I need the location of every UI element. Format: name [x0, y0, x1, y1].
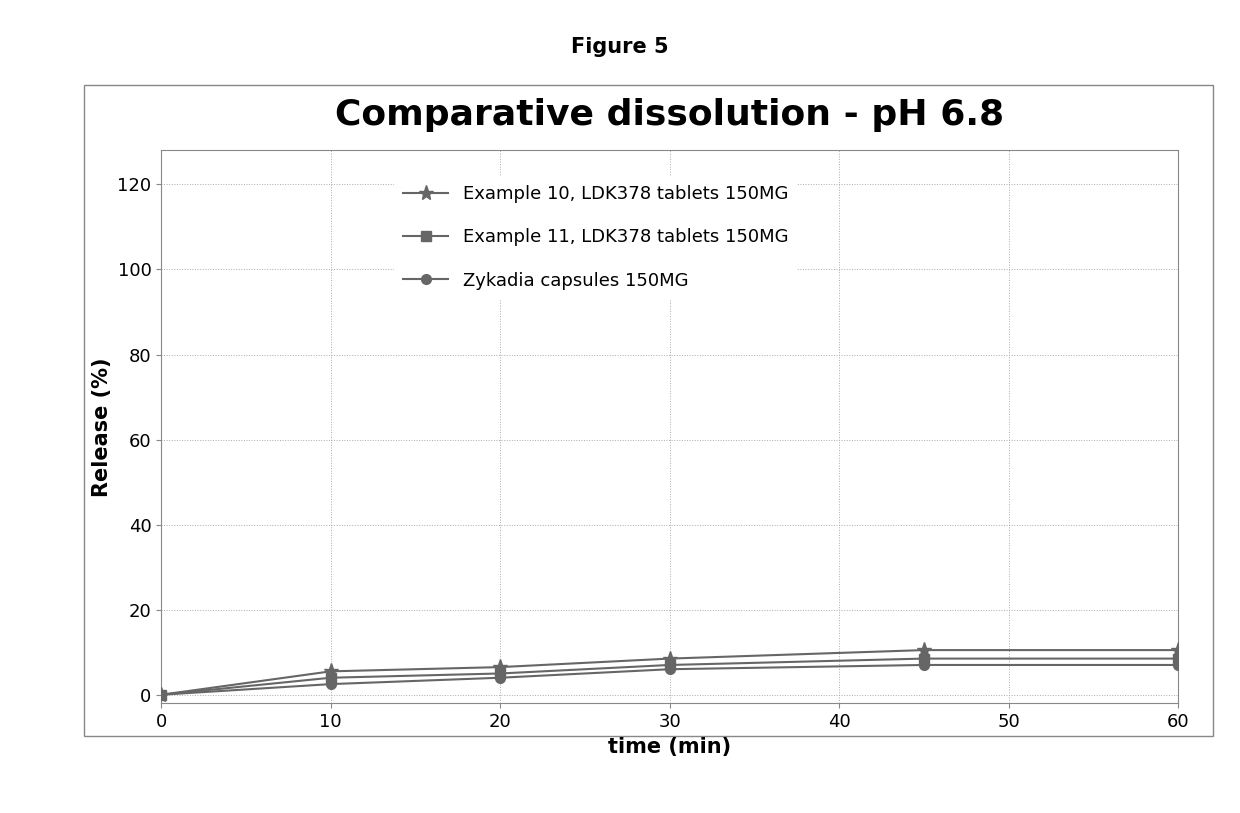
Example 10, LDK378 tablets 150MG [324, 667, 339, 676]
Example 10, LDK378 tablets 150MG [154, 690, 169, 700]
Example 11, LDK378 tablets 150MG [916, 654, 931, 663]
Example 11, LDK378 tablets 150MG [662, 660, 677, 670]
Line: Example 10, LDK378 tablets 150MG: Example 10, LDK378 tablets 150MG [154, 642, 1185, 702]
Example 11, LDK378 tablets 150MG [154, 690, 169, 700]
Line: Zykadia capsules 150MG: Zykadia capsules 150MG [156, 660, 1183, 700]
Legend: Example 10, LDK378 tablets 150MG, Example 11, LDK378 tablets 150MG, Zykadia caps: Example 10, LDK378 tablets 150MG, Exampl… [394, 176, 797, 298]
X-axis label: time (min): time (min) [608, 737, 732, 757]
Example 11, LDK378 tablets 150MG [492, 668, 507, 678]
Title: Comparative dissolution - pH 6.8: Comparative dissolution - pH 6.8 [335, 98, 1004, 133]
Example 11, LDK378 tablets 150MG [324, 673, 339, 683]
Y-axis label: Release (%): Release (%) [92, 357, 112, 497]
Example 10, LDK378 tablets 150MG [662, 654, 677, 663]
Zykadia capsules 150MG [662, 664, 677, 674]
Zykadia capsules 150MG [154, 690, 169, 700]
Zykadia capsules 150MG [324, 679, 339, 689]
Example 10, LDK378 tablets 150MG [1171, 646, 1185, 655]
Text: Figure 5: Figure 5 [572, 37, 668, 57]
Example 10, LDK378 tablets 150MG [916, 646, 931, 655]
Line: Example 11, LDK378 tablets 150MG: Example 11, LDK378 tablets 150MG [156, 654, 1183, 700]
Example 10, LDK378 tablets 150MG [492, 663, 507, 672]
Zykadia capsules 150MG [1171, 660, 1185, 670]
Zykadia capsules 150MG [916, 660, 931, 670]
Zykadia capsules 150MG [492, 673, 507, 683]
Example 11, LDK378 tablets 150MG [1171, 654, 1185, 663]
